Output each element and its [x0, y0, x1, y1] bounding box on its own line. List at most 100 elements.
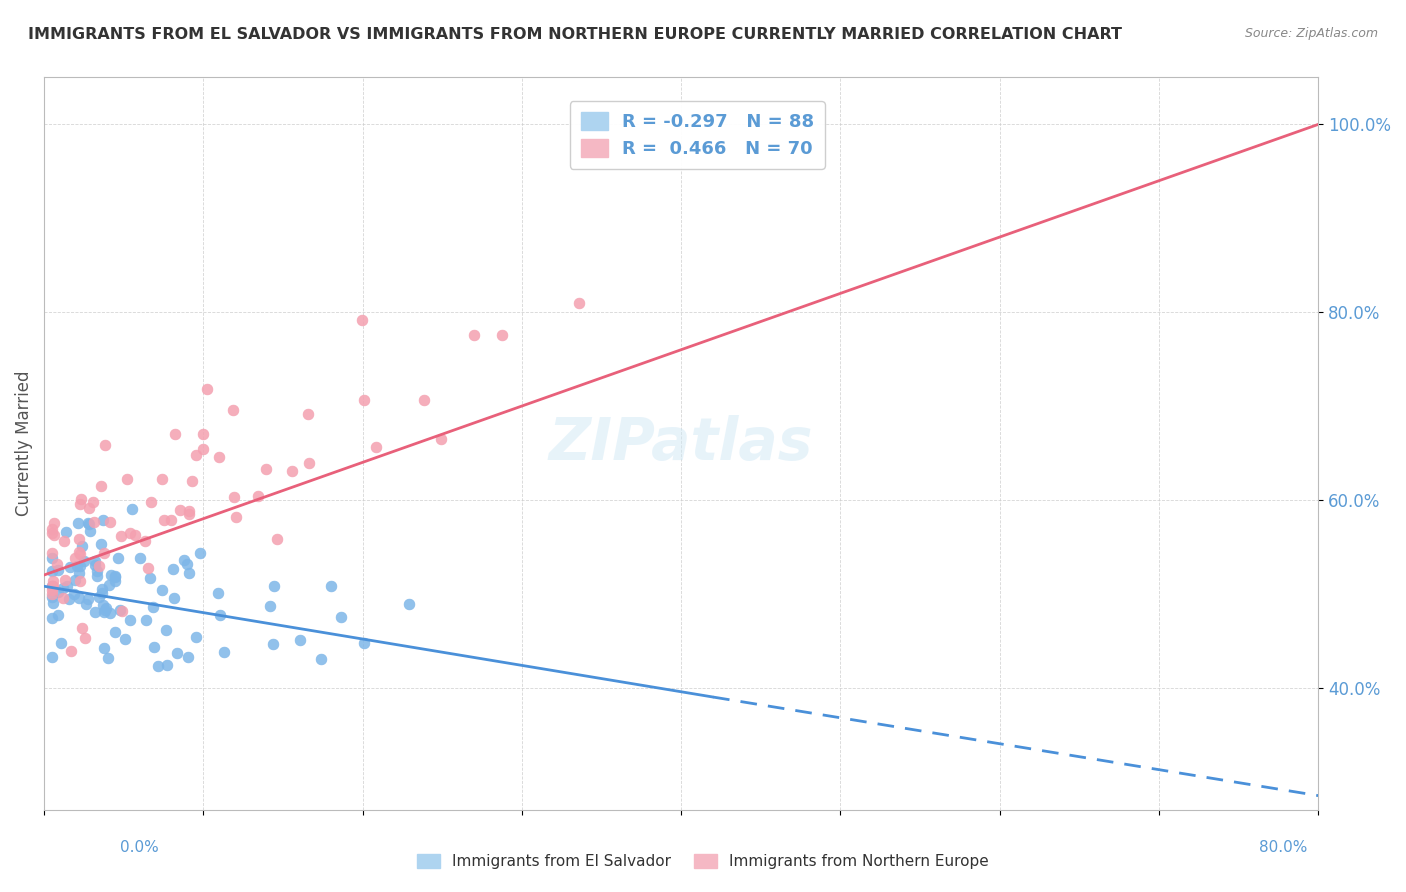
- Point: [86, 564, 108, 578]
- Point: [83, 516, 105, 530]
- Point: [142, 600, 165, 615]
- Point: [224, 490, 246, 504]
- Point: [104, 570, 127, 584]
- Point: [56, 579, 79, 593]
- Point: [94, 600, 117, 615]
- Point: [42, 527, 65, 541]
- Point: [319, 579, 342, 593]
- Legend: R = -0.297   N = 88, R =  0.466   N = 70: R = -0.297 N = 88, R = 0.466 N = 70: [569, 101, 825, 169]
- Point: [114, 632, 136, 646]
- Point: [176, 557, 198, 571]
- Point: [195, 382, 218, 396]
- Point: [259, 599, 281, 613]
- Point: [568, 295, 591, 310]
- Point: [177, 649, 200, 664]
- Point: [491, 328, 513, 343]
- Point: [94, 602, 117, 616]
- Point: [179, 503, 201, 517]
- Point: [70, 491, 93, 506]
- Point: [108, 603, 131, 617]
- Point: [76, 591, 98, 606]
- Point: [44, 516, 66, 530]
- Point: [177, 566, 200, 581]
- Point: [93, 640, 115, 655]
- Point: [281, 464, 304, 478]
- Point: [111, 604, 134, 618]
- Point: [93, 545, 115, 559]
- Point: [46, 563, 69, 577]
- Point: [398, 597, 420, 611]
- Point: [41, 583, 63, 598]
- Point: [463, 328, 485, 343]
- Point: [90, 582, 112, 596]
- Point: [139, 571, 162, 585]
- Point: [156, 657, 179, 672]
- Point: [63, 573, 86, 587]
- Point: [41, 526, 63, 541]
- Point: [222, 403, 245, 417]
- Point: [297, 408, 319, 422]
- Point: [191, 442, 214, 457]
- Point: [97, 578, 120, 592]
- Point: [86, 568, 108, 582]
- Point: [129, 551, 152, 566]
- Point: [75, 632, 97, 646]
- Point: [53, 534, 76, 549]
- Point: [77, 500, 100, 515]
- Point: [90, 479, 112, 493]
- Point: [41, 551, 63, 566]
- Point: [162, 562, 184, 576]
- Point: [134, 533, 156, 548]
- Point: [150, 472, 173, 486]
- Point: [208, 450, 231, 464]
- Point: [207, 586, 229, 600]
- Point: [67, 516, 90, 530]
- Point: [77, 516, 100, 531]
- Point: [55, 524, 77, 539]
- Point: [100, 568, 122, 582]
- Point: [150, 582, 173, 597]
- Point: [141, 494, 163, 508]
- Point: [146, 658, 169, 673]
- Point: [98, 606, 121, 620]
- Point: [87, 558, 110, 573]
- Point: [104, 574, 127, 588]
- Point: [69, 574, 91, 588]
- Point: [166, 647, 188, 661]
- Point: [430, 432, 453, 446]
- Point: [69, 497, 91, 511]
- Point: [51, 636, 73, 650]
- Point: [41, 546, 63, 560]
- Point: [254, 462, 277, 476]
- Point: [79, 524, 101, 538]
- Y-axis label: Currently Married: Currently Married: [15, 371, 32, 516]
- Point: [82, 495, 104, 509]
- Point: [214, 645, 236, 659]
- Point: [225, 510, 247, 524]
- Point: [179, 507, 201, 521]
- Point: [121, 501, 143, 516]
- Point: [41, 649, 63, 664]
- Point: [142, 640, 165, 654]
- Point: [173, 553, 195, 567]
- Point: [46, 584, 69, 599]
- Point: [58, 591, 80, 606]
- Point: [117, 473, 139, 487]
- Point: [41, 579, 63, 593]
- Point: [152, 513, 174, 527]
- Point: [67, 532, 90, 546]
- Point: [352, 313, 374, 327]
- Point: [65, 550, 87, 565]
- Point: [70, 539, 93, 553]
- Point: [163, 427, 186, 442]
- Point: [41, 564, 63, 578]
- Point: [67, 566, 90, 580]
- Point: [46, 608, 69, 623]
- Point: [70, 621, 93, 635]
- Point: [41, 579, 63, 593]
- Point: [91, 513, 114, 527]
- Point: [84, 558, 107, 572]
- Text: ZIPatlas: ZIPatlas: [548, 415, 814, 472]
- Point: [155, 623, 177, 637]
- Point: [41, 579, 63, 593]
